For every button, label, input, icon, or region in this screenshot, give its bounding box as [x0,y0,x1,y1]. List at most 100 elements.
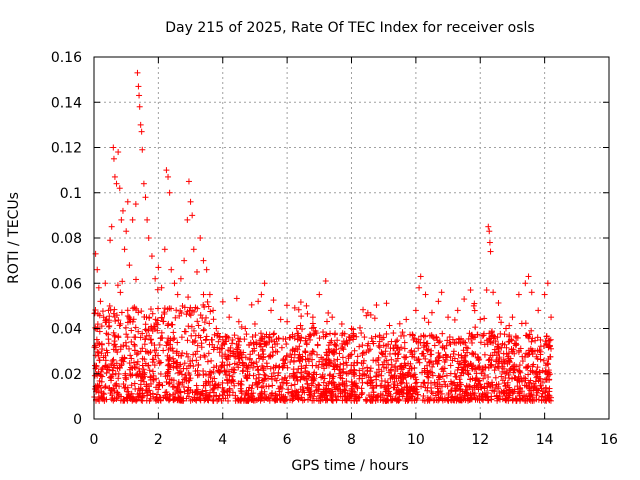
data-point [270,369,277,376]
data-point [417,273,424,280]
data-point [255,371,262,378]
data-point [139,375,146,382]
data-point [177,275,184,282]
data-point [103,316,110,323]
data-point [139,146,146,153]
data-point [373,393,380,400]
data-point [445,397,452,404]
data-point [156,381,163,388]
data-point [422,333,429,340]
data-point [170,329,177,336]
data-point [272,348,279,355]
data-point [397,380,404,387]
x-tick-label: 8 [347,432,356,448]
data-point [278,344,285,351]
data-point [259,395,266,402]
data-point [203,333,210,340]
data-point [282,336,289,343]
data-point [260,353,267,360]
data-point [539,379,546,386]
data-points [91,69,555,404]
data-point [503,397,510,404]
data-point [102,363,109,370]
data-point [179,350,186,357]
data-point [220,395,227,402]
data-point [446,334,453,341]
data-point [193,382,200,389]
data-point [162,394,169,401]
data-point [192,368,199,375]
data-point [114,365,121,372]
data-point [245,387,252,394]
data-point [94,266,101,273]
data-point [438,289,445,296]
data-point [304,310,311,317]
data-point [373,302,380,309]
data-point [523,365,530,372]
data-point [110,144,117,151]
data-point [323,318,330,325]
data-point [289,397,296,404]
data-point [350,362,357,369]
data-point [339,379,346,386]
data-point [296,351,303,358]
data-point [139,362,146,369]
data-point [216,334,223,341]
data-point [385,361,392,368]
data-point [203,391,210,398]
data-point [109,392,116,399]
data-point [112,382,119,389]
data-point [403,390,410,397]
data-point [117,320,124,327]
data-point [388,372,395,379]
data-point [409,351,416,358]
data-point [147,376,154,383]
data-point [130,396,137,403]
data-point [464,383,471,390]
data-point [272,364,279,371]
data-point [373,383,380,390]
data-point [275,385,282,392]
y-axis-label: ROTI / TECUs [6,192,22,284]
data-point [149,356,156,363]
data-point [127,395,134,402]
data-point [469,339,476,346]
y-tick-label: 0.06 [51,276,82,292]
axis-ticks [93,56,610,420]
data-point [232,392,239,399]
data-point [231,360,238,367]
data-point [433,333,440,340]
data-point [439,330,446,337]
data-point [506,394,513,401]
data-point [492,364,499,371]
data-point [184,216,191,223]
data-point [219,298,226,305]
data-point [403,383,410,390]
data-point [540,357,547,364]
data-point [179,397,186,404]
data-point [488,361,495,368]
data-point [522,377,529,384]
data-point [276,363,283,370]
data-point [328,337,335,344]
data-point [388,356,395,363]
data-point [214,344,221,351]
data-point [365,340,372,347]
data-point [436,374,443,381]
data-point [163,167,170,174]
data-point [212,382,219,389]
data-point [124,394,131,401]
data-point [127,393,134,400]
data-point [318,374,325,381]
data-point [267,392,274,399]
data-point [124,198,131,205]
data-point [218,352,225,359]
data-point [533,353,540,360]
data-point [155,397,162,404]
data-point [339,354,346,361]
data-point [96,328,103,335]
data-point [454,358,461,365]
data-point [353,395,360,402]
data-point [515,291,522,298]
data-point [93,336,100,343]
